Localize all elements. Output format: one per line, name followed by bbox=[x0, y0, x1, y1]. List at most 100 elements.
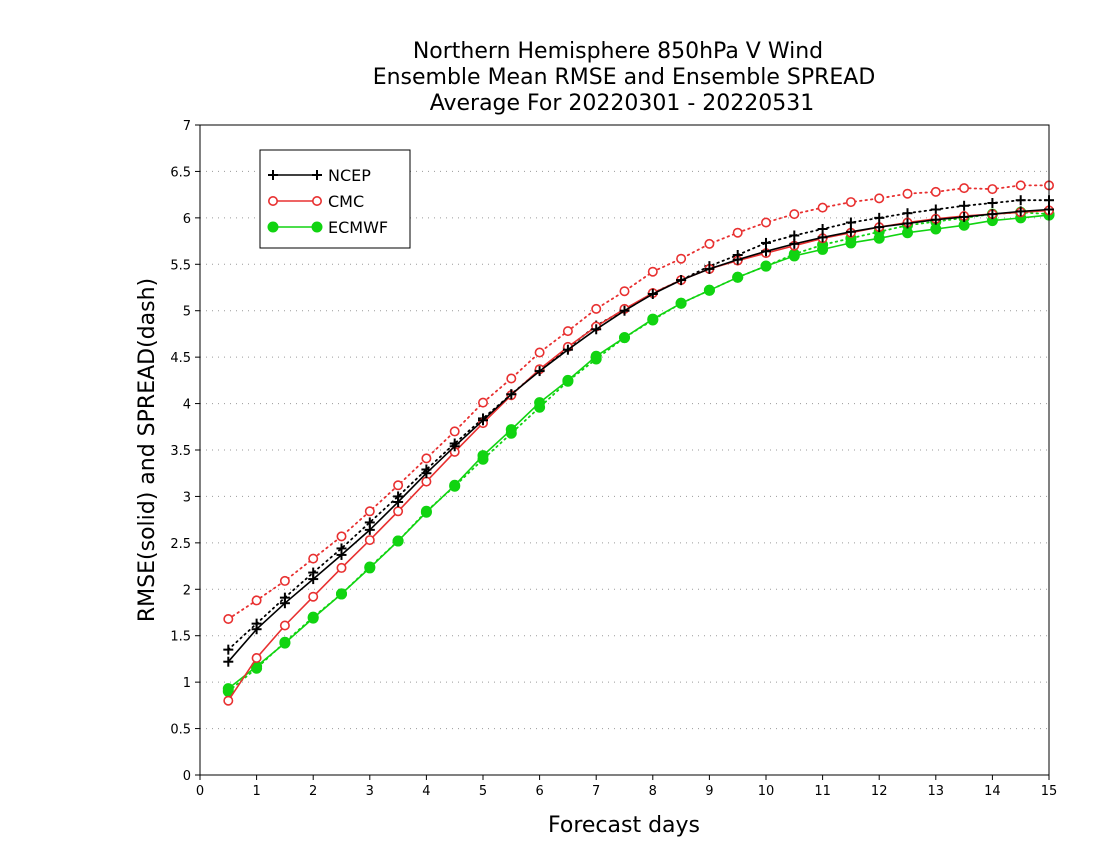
x-tick-label: 6 bbox=[535, 784, 543, 799]
data-point bbox=[279, 598, 290, 609]
data-point bbox=[704, 238, 715, 249]
title-line-2: Ensemble Mean RMSE and Ensemble SPREAD bbox=[373, 65, 876, 90]
legend-box bbox=[259, 149, 411, 249]
data-point bbox=[817, 224, 828, 234]
data-point bbox=[789, 238, 800, 249]
data-point bbox=[902, 188, 913, 199]
data-point bbox=[364, 535, 375, 546]
data-point bbox=[364, 562, 376, 574]
data-point bbox=[251, 652, 262, 663]
chart-title: Northern Hemisphere 850hPa V Wind Ensemb… bbox=[373, 39, 876, 116]
x-axis-label: Forecast days bbox=[548, 813, 700, 838]
data-point bbox=[307, 612, 319, 624]
x-tick-label: 4 bbox=[422, 784, 430, 799]
series-line bbox=[227, 211, 1050, 693]
data-point bbox=[987, 209, 998, 220]
data-point bbox=[364, 506, 375, 517]
legend-marker bbox=[312, 170, 322, 180]
data-point bbox=[647, 289, 658, 299]
data-point bbox=[732, 254, 743, 265]
data-point bbox=[761, 246, 771, 257]
data-point bbox=[732, 271, 744, 283]
data-point bbox=[930, 186, 941, 197]
data-point bbox=[336, 562, 347, 573]
data-point bbox=[308, 591, 319, 602]
data-point bbox=[902, 218, 913, 229]
x-tick-label: 15 bbox=[1041, 784, 1058, 799]
data-point bbox=[336, 549, 347, 560]
legend-label: NCEP bbox=[328, 166, 371, 185]
data-point bbox=[534, 366, 545, 377]
data-point bbox=[930, 223, 942, 235]
data-point bbox=[336, 588, 347, 600]
y-tick-label: 2 bbox=[183, 583, 191, 598]
data-point bbox=[420, 506, 432, 518]
data-point bbox=[251, 595, 262, 606]
data-point bbox=[619, 286, 630, 297]
data-point bbox=[251, 624, 262, 635]
series-ecmwf-rmse bbox=[222, 209, 1055, 695]
data-point bbox=[421, 476, 432, 487]
data-point bbox=[223, 613, 234, 624]
data-point bbox=[506, 389, 517, 400]
series-cmc-spread bbox=[223, 180, 1055, 624]
data-point bbox=[279, 575, 290, 586]
data-point bbox=[703, 284, 715, 296]
data-point bbox=[393, 497, 404, 507]
data-point bbox=[817, 243, 829, 255]
data-point bbox=[279, 637, 291, 649]
data-point bbox=[704, 263, 715, 274]
legend-marker bbox=[311, 196, 322, 207]
data-point bbox=[619, 305, 630, 316]
y-tick-label: 0.5 bbox=[170, 723, 191, 738]
data-point bbox=[845, 217, 856, 228]
data-point bbox=[845, 237, 857, 249]
y-tick-label: 6.5 bbox=[170, 165, 191, 180]
data-point bbox=[959, 211, 970, 222]
data-point bbox=[364, 524, 375, 535]
x-tick-label: 1 bbox=[252, 784, 260, 799]
data-point bbox=[676, 275, 687, 286]
x-tick-label: 3 bbox=[366, 784, 374, 799]
x-tick-label: 2 bbox=[309, 784, 317, 799]
data-point bbox=[449, 426, 460, 437]
data-point bbox=[421, 468, 432, 479]
data-point bbox=[647, 313, 659, 325]
x-tick-label: 8 bbox=[649, 784, 657, 799]
data-point bbox=[845, 197, 856, 208]
y-axis-label: RMSE(solid) and SPREAD(dash) bbox=[135, 278, 160, 622]
data-point bbox=[591, 324, 602, 335]
data-point bbox=[506, 373, 517, 384]
data-point bbox=[223, 695, 234, 706]
data-point bbox=[336, 531, 347, 542]
y-tick-label: 0 bbox=[183, 769, 191, 784]
data-point bbox=[902, 208, 913, 219]
data-point bbox=[222, 683, 234, 695]
data-point bbox=[760, 260, 772, 272]
data-point bbox=[534, 397, 546, 409]
x-tick-label: 7 bbox=[592, 784, 600, 799]
data-point bbox=[675, 297, 687, 309]
data-point bbox=[1015, 195, 1026, 206]
data-point bbox=[308, 574, 319, 585]
data-point bbox=[534, 347, 545, 358]
data-point bbox=[930, 214, 941, 225]
data-point bbox=[874, 193, 885, 204]
legend-item-ncep: NCEP bbox=[268, 166, 371, 185]
data-point bbox=[590, 350, 602, 362]
data-point bbox=[449, 479, 461, 491]
data-point bbox=[562, 374, 574, 386]
x-tick-label: 0 bbox=[196, 784, 204, 799]
legend: NCEP CMC ECMWF bbox=[259, 149, 411, 249]
x-tick-label: 9 bbox=[705, 784, 713, 799]
legend-item-ecmwf: ECMWF bbox=[267, 218, 388, 237]
legend-label: ECMWF bbox=[328, 218, 388, 237]
y-tick-label: 7 bbox=[183, 119, 191, 134]
y-tick-label: 2.5 bbox=[170, 537, 191, 552]
data-point bbox=[902, 227, 913, 239]
y-tick-label: 5.5 bbox=[170, 258, 191, 273]
legend-marker bbox=[311, 221, 323, 233]
data-point bbox=[760, 217, 771, 228]
y-tick-label: 4.5 bbox=[170, 351, 191, 366]
